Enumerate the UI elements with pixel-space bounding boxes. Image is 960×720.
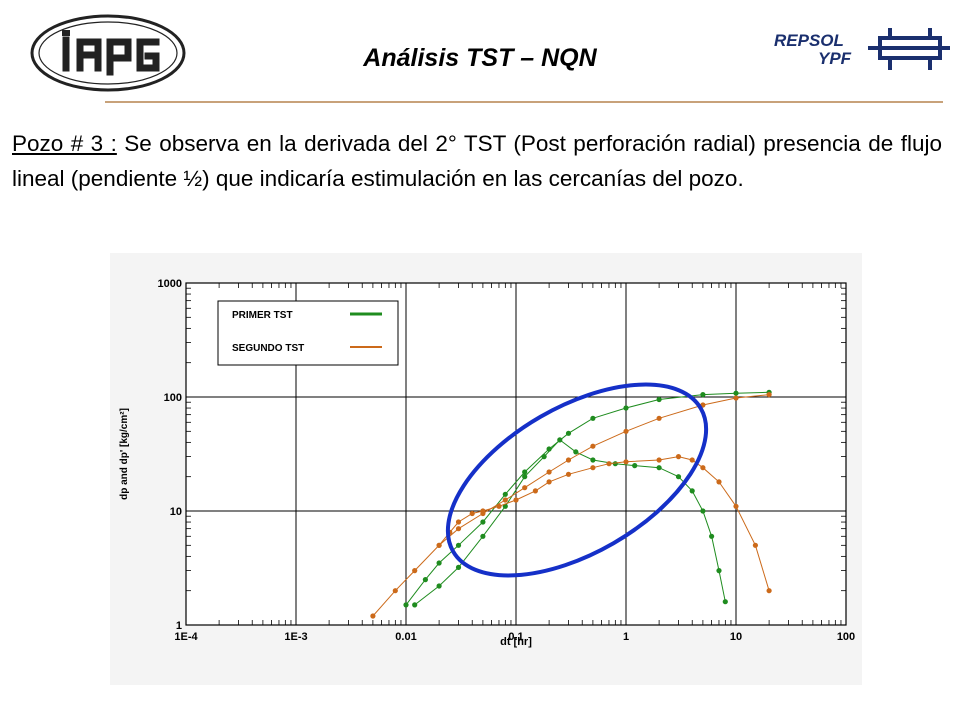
segundo-derivative-point <box>513 497 519 503</box>
segundo-pressure-point <box>656 415 662 421</box>
description-paragraph: Pozo # 3 : Se observa en la derivada del… <box>12 126 942 196</box>
legend-label-primer: PRIMER TST <box>232 310 293 321</box>
primer-pressure-point <box>502 491 508 497</box>
primer-derivative-point <box>412 602 418 608</box>
primer-pressure-point <box>403 602 409 608</box>
legend: PRIMER TST SEGUNDO TST <box>217 300 399 366</box>
primer-derivative-point <box>716 568 722 574</box>
segundo-derivative-point <box>623 459 629 465</box>
primer-derivative-point <box>656 465 662 471</box>
legend-label-segundo: SEGUNDO TST <box>232 343 304 354</box>
x-tick-label: 1E-4 <box>174 631 198 643</box>
primer-derivative-point <box>455 564 462 570</box>
primer-derivative-point <box>480 533 486 539</box>
segundo-derivative-point <box>733 503 739 509</box>
segundo-pressure-point <box>412 568 418 574</box>
svg-text:REPSOL: REPSOL <box>774 31 844 50</box>
primer-pressure-point <box>455 542 462 548</box>
segundo-pressure-point <box>502 497 508 503</box>
segundo-derivative-point <box>606 461 612 467</box>
x-tick-label: 0.01 <box>395 631 416 643</box>
primer-derivative-point <box>436 583 442 589</box>
segundo-pressure-point <box>370 613 376 619</box>
segundo-pressure-point <box>623 428 629 434</box>
segundo-pressure-point <box>455 526 462 532</box>
x-tick-label: 1 <box>623 631 629 643</box>
y-tick-label: 10 <box>170 506 182 518</box>
primer-derivative-point <box>522 474 528 480</box>
segundo-pressure-point <box>766 392 772 398</box>
primer-pressure-point <box>480 519 486 525</box>
primer-pressure-point <box>565 430 572 436</box>
x-axis-title: dt [hr] <box>500 636 532 648</box>
segundo-pressure-point <box>565 457 572 463</box>
primer-derivative-point <box>632 463 638 469</box>
segundo-derivative-point <box>716 479 722 485</box>
y-axis-title: dp and dp' [kg/cm²] <box>119 408 130 500</box>
segundo-pressure-point <box>546 469 552 475</box>
segundo-derivative-point <box>689 457 695 463</box>
repsol-ypf-logo: REPSOL YPF <box>774 28 950 70</box>
highlight-ellipse <box>445 382 709 578</box>
primer-pressure-point <box>422 577 428 583</box>
primer-pressure-point <box>656 396 662 403</box>
y-tick-label: 1 <box>176 620 182 632</box>
page-title: Análisis TST – NQN <box>363 44 597 72</box>
segundo-derivative-point <box>752 542 759 548</box>
svg-text:YPF: YPF <box>818 49 852 68</box>
primer-derivative-point <box>502 503 508 509</box>
primer-derivative-point <box>700 508 706 514</box>
legend-frame <box>217 300 399 366</box>
segundo-derivative-point <box>436 542 442 548</box>
segundo-derivative-point <box>455 519 462 525</box>
primer-pressure-point <box>436 560 442 566</box>
segundo-derivative-point <box>565 471 572 477</box>
primer-pressure-point <box>623 405 629 411</box>
segundo-derivative-point <box>700 465 706 471</box>
segundo-pressure-point <box>392 588 398 594</box>
primer-pressure-point <box>590 415 596 421</box>
x-tick-label: 100 <box>837 631 855 643</box>
segundo-derivative-point <box>656 457 662 463</box>
primer-pressure-point <box>522 469 528 475</box>
segundo-derivative-point <box>766 588 772 594</box>
segundo-derivative-point <box>546 479 552 485</box>
primer-derivative-point <box>557 437 563 443</box>
segundo-derivative-point <box>496 503 502 509</box>
segundo-derivative-point <box>480 508 486 514</box>
header-divider <box>105 101 943 103</box>
iapg-logo <box>30 14 186 92</box>
primer-derivative-point <box>573 449 579 455</box>
primer-derivative-point <box>541 454 547 460</box>
segundo-derivative-point <box>469 510 475 517</box>
x-tick-label: 1E-3 <box>284 631 307 643</box>
primer-pressure-point <box>733 390 739 396</box>
y-tick-label: 100 <box>164 392 182 404</box>
x-tick-label: 10 <box>730 631 742 643</box>
segundo-derivative-point <box>675 454 682 460</box>
primer-pressure-point <box>700 392 706 398</box>
well-label: Pozo # 3 : <box>12 131 117 156</box>
primer-derivative-point <box>590 457 596 463</box>
segundo-pressure-point <box>590 443 596 449</box>
pressure-derivative-chart: 1E-4 1E-3 0.01 0.1 1 10 100 1 10 100 1000 PRIMER T… <box>110 253 862 685</box>
description-text: Se observa en la derivada del 2° TST (Po… <box>12 131 942 191</box>
segundo-pressure-point <box>522 485 528 491</box>
primer-derivative-point <box>675 474 682 480</box>
segundo-derivative-point <box>590 465 596 471</box>
segundo-pressure-point <box>733 395 739 401</box>
segundo-pressure-line <box>372 394 770 617</box>
primer-derivative-point <box>709 533 715 539</box>
primer-derivative-point <box>722 599 728 605</box>
x-tick-label: 0.1 <box>508 631 523 643</box>
y-tick-label: 1000 <box>158 278 182 290</box>
primer-derivative-point <box>689 488 695 494</box>
segundo-derivative-point <box>532 488 538 494</box>
